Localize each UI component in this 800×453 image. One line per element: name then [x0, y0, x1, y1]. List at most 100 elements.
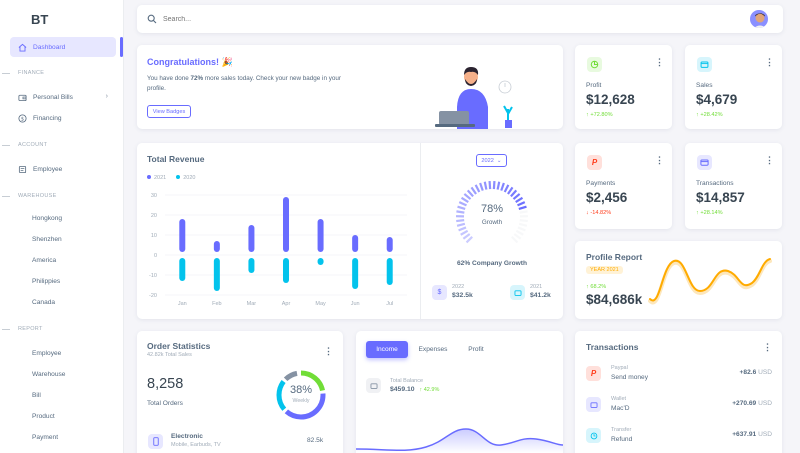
view-badges-button[interactable]: View Badges	[147, 105, 191, 118]
section-report: REPORT	[0, 326, 124, 332]
arrow-up-icon: ↑	[419, 387, 424, 393]
sales-label: Sales	[696, 82, 713, 89]
gauge-tick	[511, 236, 519, 244]
gauge-tick	[519, 210, 528, 214]
gauge-tick	[488, 181, 492, 190]
paypal-icon: P	[586, 366, 601, 381]
tab-expenses[interactable]: Expenses	[418, 346, 448, 353]
sidebar-item-report-warehouse[interactable]: Warehouse	[10, 364, 116, 384]
sidebar-item-employee[interactable]: Employee	[10, 159, 116, 179]
bar-2021-jul	[386, 237, 393, 252]
sidebar-item-financing[interactable]: $ Financing	[10, 108, 116, 128]
sales-card: ⋮ Sales $4,679 ↑ +28.42%	[685, 45, 782, 129]
more-vertical-icon[interactable]: ⋮	[655, 155, 664, 165]
gauge-tick	[470, 186, 477, 195]
gauge-tick	[474, 184, 481, 193]
gauge-tick	[496, 181, 501, 190]
year-2022-value: $32.5k	[452, 292, 473, 299]
year-2021-value: $41.2k	[530, 292, 551, 299]
gauge-tick	[460, 196, 469, 204]
company-growth: 62% Company Growth	[457, 260, 527, 267]
sidebar-item-label: Financing	[33, 114, 62, 122]
bar-2020-apr	[283, 258, 289, 283]
sidebar-item-america[interactable]: America	[10, 250, 116, 270]
gauge-tick	[458, 226, 467, 232]
profile-value: $84,686k	[586, 292, 643, 307]
sidebar-item-label: Personal Bills	[33, 93, 73, 101]
tx-amount: +637.91 USD	[732, 431, 772, 438]
mobile-icon	[148, 434, 163, 449]
arrow-up-icon: ↑	[586, 112, 591, 118]
search-input[interactable]	[163, 12, 463, 26]
more-vertical-icon[interactable]: ⋮	[765, 57, 774, 67]
balance-label: Total Balance	[390, 378, 424, 384]
donut-label: Weekly	[292, 398, 310, 404]
divider	[420, 143, 421, 319]
bar-2020-jan	[179, 258, 186, 281]
dollar-icon: $	[432, 285, 447, 300]
item-desc: Mobile, Earbuds, TV	[171, 442, 221, 448]
payments-label: Payments	[586, 180, 616, 187]
y-tick-label: 20	[151, 213, 157, 219]
bar-2020-mar	[248, 258, 255, 273]
tab-profit[interactable]: Profit	[468, 346, 484, 353]
sidebar-item-philippies[interactable]: Philippies	[10, 271, 116, 291]
gauge-tick	[517, 226, 526, 232]
chart-pie-icon	[587, 57, 602, 72]
bar-2020-may	[317, 258, 324, 265]
wallet-icon	[366, 378, 381, 393]
wallet-icon	[697, 57, 712, 72]
wallet-icon	[510, 285, 525, 300]
profile-sparkline	[648, 258, 772, 305]
sidebar-item-canada[interactable]: Canada	[10, 292, 116, 312]
gauge-tick	[466, 189, 474, 198]
tx-source: Wallet	[611, 396, 627, 402]
arrow-up-icon: ↑	[696, 210, 701, 216]
top-navbar	[137, 5, 783, 33]
balance-delta: ↑ 42.9%	[419, 387, 440, 393]
sidebar-item-report-product[interactable]: Product	[10, 406, 116, 426]
x-tick-label: Jul	[386, 301, 393, 307]
avatar[interactable]	[749, 9, 769, 29]
gauge-tick	[513, 233, 522, 240]
gauge-tick	[512, 193, 521, 200]
order-stats-title: Order Statistics	[147, 341, 211, 351]
year-select-dropdown[interactable]: 2022 ⌄	[476, 154, 507, 167]
year-2022-label: 2022	[452, 284, 465, 290]
y-tick-label: -10	[149, 273, 157, 279]
tab-income[interactable]: Income	[366, 341, 408, 358]
sidebar-item-report-payment[interactable]: Payment	[10, 427, 116, 447]
sidebar-item-label: Payment	[32, 433, 59, 441]
tx-source: Transfer	[611, 427, 632, 433]
chevron-down-icon: ⌄	[496, 157, 502, 164]
bar-2021-jun	[352, 235, 359, 252]
more-vertical-icon[interactable]: ⋮	[765, 155, 774, 165]
gauge-tick	[503, 184, 510, 193]
bar-2021-apr	[283, 197, 289, 252]
sidebar-item-dashboard[interactable]: Dashboard	[10, 37, 116, 57]
more-vertical-icon[interactable]: ⋮	[324, 346, 333, 356]
gauge-tick	[507, 186, 514, 195]
legend-item-2021: 2021	[147, 175, 166, 181]
profit-value: $12,628	[586, 92, 635, 107]
section-account: ACCOUNT	[0, 142, 124, 148]
gauge-tick	[460, 229, 469, 236]
sidebar-item-label: America	[32, 256, 57, 264]
brand-logo[interactable]: BT	[31, 12, 49, 27]
id-card-icon	[18, 165, 27, 174]
more-vertical-icon[interactable]: ⋮	[655, 57, 664, 67]
total-orders-label: Total Orders	[147, 400, 183, 407]
x-tick-label: Feb	[212, 301, 221, 307]
sidebar-item-report-employee[interactable]: Employee	[10, 343, 116, 363]
sidebar-item-label: Shenzhen	[32, 235, 62, 243]
gauge-tick	[515, 196, 524, 204]
sidebar-item-hongkong[interactable]: Hongkong	[10, 208, 116, 228]
sidebar-item-report-bill[interactable]: Bill	[10, 385, 116, 405]
profile-report-card: Profile Report YEAR 2021 ↑ 68.2% $84,686…	[575, 241, 782, 319]
gauge-tick	[510, 189, 518, 198]
total-orders-value: 8,258	[147, 376, 184, 392]
search-icon	[147, 14, 157, 26]
sidebar-item-shenzhen[interactable]: Shenzhen	[10, 229, 116, 249]
sidebar-item-personal-bills[interactable]: Personal Bills ›	[10, 87, 116, 107]
more-vertical-icon[interactable]: ⋮	[763, 342, 772, 352]
